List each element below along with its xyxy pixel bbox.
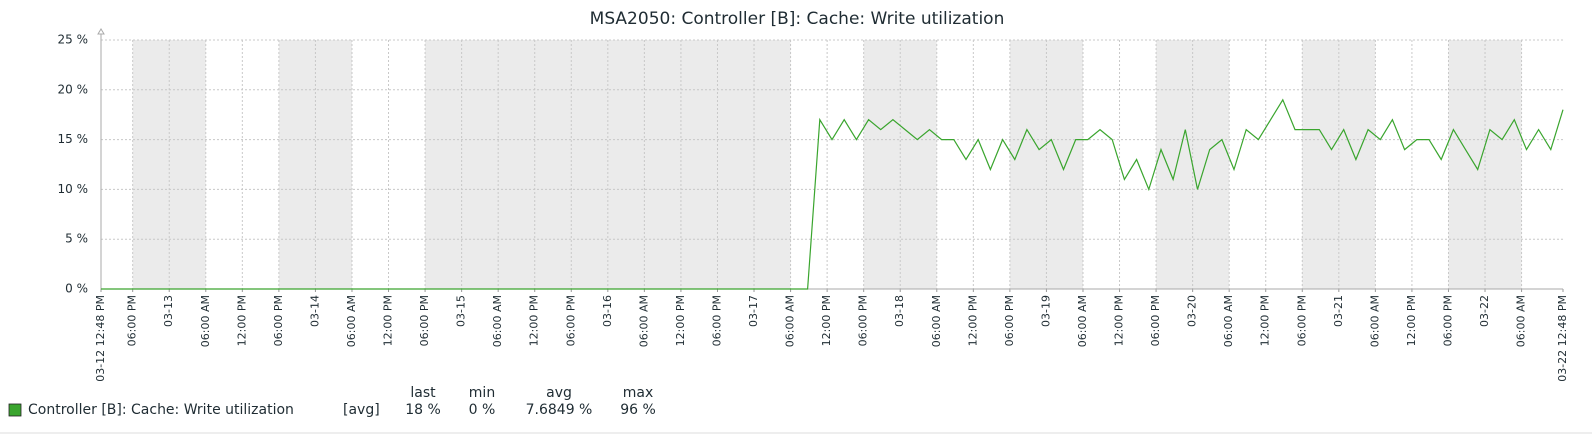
legend-label: Controller [B]: Cache: Write utilization [28, 402, 294, 418]
legend-stat: 0 % [469, 402, 496, 418]
legend-header: avg [546, 385, 572, 401]
x-tick-label: 06:00 PM [1441, 295, 1454, 346]
x-tick-label: 12:00 PM [528, 295, 541, 346]
x-tick-label: 06:00 AM [199, 295, 212, 347]
x-tick-label: 03-14 [308, 295, 321, 327]
x-tick-label: 06:00 PM [1003, 295, 1016, 346]
legend-stat: 96 % [620, 402, 656, 418]
x-tick-label: 03-22 [1478, 295, 1491, 327]
legend-function: [avg] [343, 402, 380, 418]
x-tick-label: 12:00 PM [382, 295, 395, 346]
x-tick-label: 03-13 [162, 295, 175, 327]
chart-title: MSA2050: Controller [B]: Cache: Write ut… [590, 9, 1005, 29]
x-tick-label: 06:00 AM [1515, 295, 1528, 347]
x-tick-label: 06:00 AM [1222, 295, 1235, 347]
x-tick-label: 06:00 PM [857, 295, 870, 346]
legend-header: last [410, 385, 436, 401]
x-tick-label: 06:00 AM [1076, 295, 1089, 347]
x-tick-label: 03-12 12:48 PM [94, 295, 107, 382]
x-tick-label: 03-19 [1039, 295, 1052, 327]
x-tick-label: 06:00 PM [1295, 295, 1308, 346]
legend-header: max [623, 385, 654, 401]
x-tick-label: 12:00 PM [1405, 295, 1418, 346]
y-tick-label: 0 % [65, 282, 88, 296]
x-tick-label: 03-21 [1332, 295, 1345, 327]
x-tick-label: 06:00 AM [784, 295, 797, 347]
y-tick-label: 25 % [58, 33, 89, 47]
x-tick-label: 03-16 [601, 295, 614, 327]
x-tick-label: 06:00 PM [126, 295, 139, 346]
x-tick-label: 03-15 [455, 295, 468, 327]
x-tick-label: 06:00 PM [418, 295, 431, 346]
legend-stat: 18 % [405, 402, 441, 418]
x-tick-label: 06:00 PM [1149, 295, 1162, 346]
legend-swatch [8, 403, 22, 417]
x-tick-label: 12:00 PM [820, 295, 833, 346]
x-tick-label: 06:00 PM [564, 295, 577, 346]
x-tick-label: 06:00 AM [637, 295, 650, 347]
x-tick-label: 06:00 PM [710, 295, 723, 346]
x-tick-label: 03-18 [893, 295, 906, 327]
x-tick-label: 06:00 AM [930, 295, 943, 347]
x-tick-label: 12:00 PM [1113, 295, 1126, 346]
x-tick-label: 12:00 PM [674, 295, 687, 346]
legend-stat: 7.6849 % [526, 402, 593, 418]
y-tick-label: 20 % [58, 82, 89, 96]
y-tick-label: 10 % [58, 182, 89, 196]
x-tick-label: 03-17 [747, 295, 760, 327]
x-tick-label: 12:00 PM [966, 295, 979, 346]
legend-header: min [469, 385, 495, 401]
x-tick-label: 06:00 PM [272, 295, 285, 346]
series-line [101, 98, 1564, 290]
x-tick-label: 12:00 PM [1259, 295, 1272, 346]
y-tick-label: 15 % [58, 132, 89, 146]
x-tick-label: 06:00 AM [345, 295, 358, 347]
x-tick-label: 03-22 12:48 PM [1556, 295, 1569, 382]
x-tick-label: 03-20 [1186, 295, 1199, 327]
x-tick-label: 12:00 PM [235, 295, 248, 346]
x-tick-label: 06:00 AM [1368, 295, 1381, 347]
x-tick-label: 06:00 AM [491, 295, 504, 347]
y-tick-label: 5 % [65, 232, 88, 246]
y-axis-arrow [97, 28, 105, 35]
